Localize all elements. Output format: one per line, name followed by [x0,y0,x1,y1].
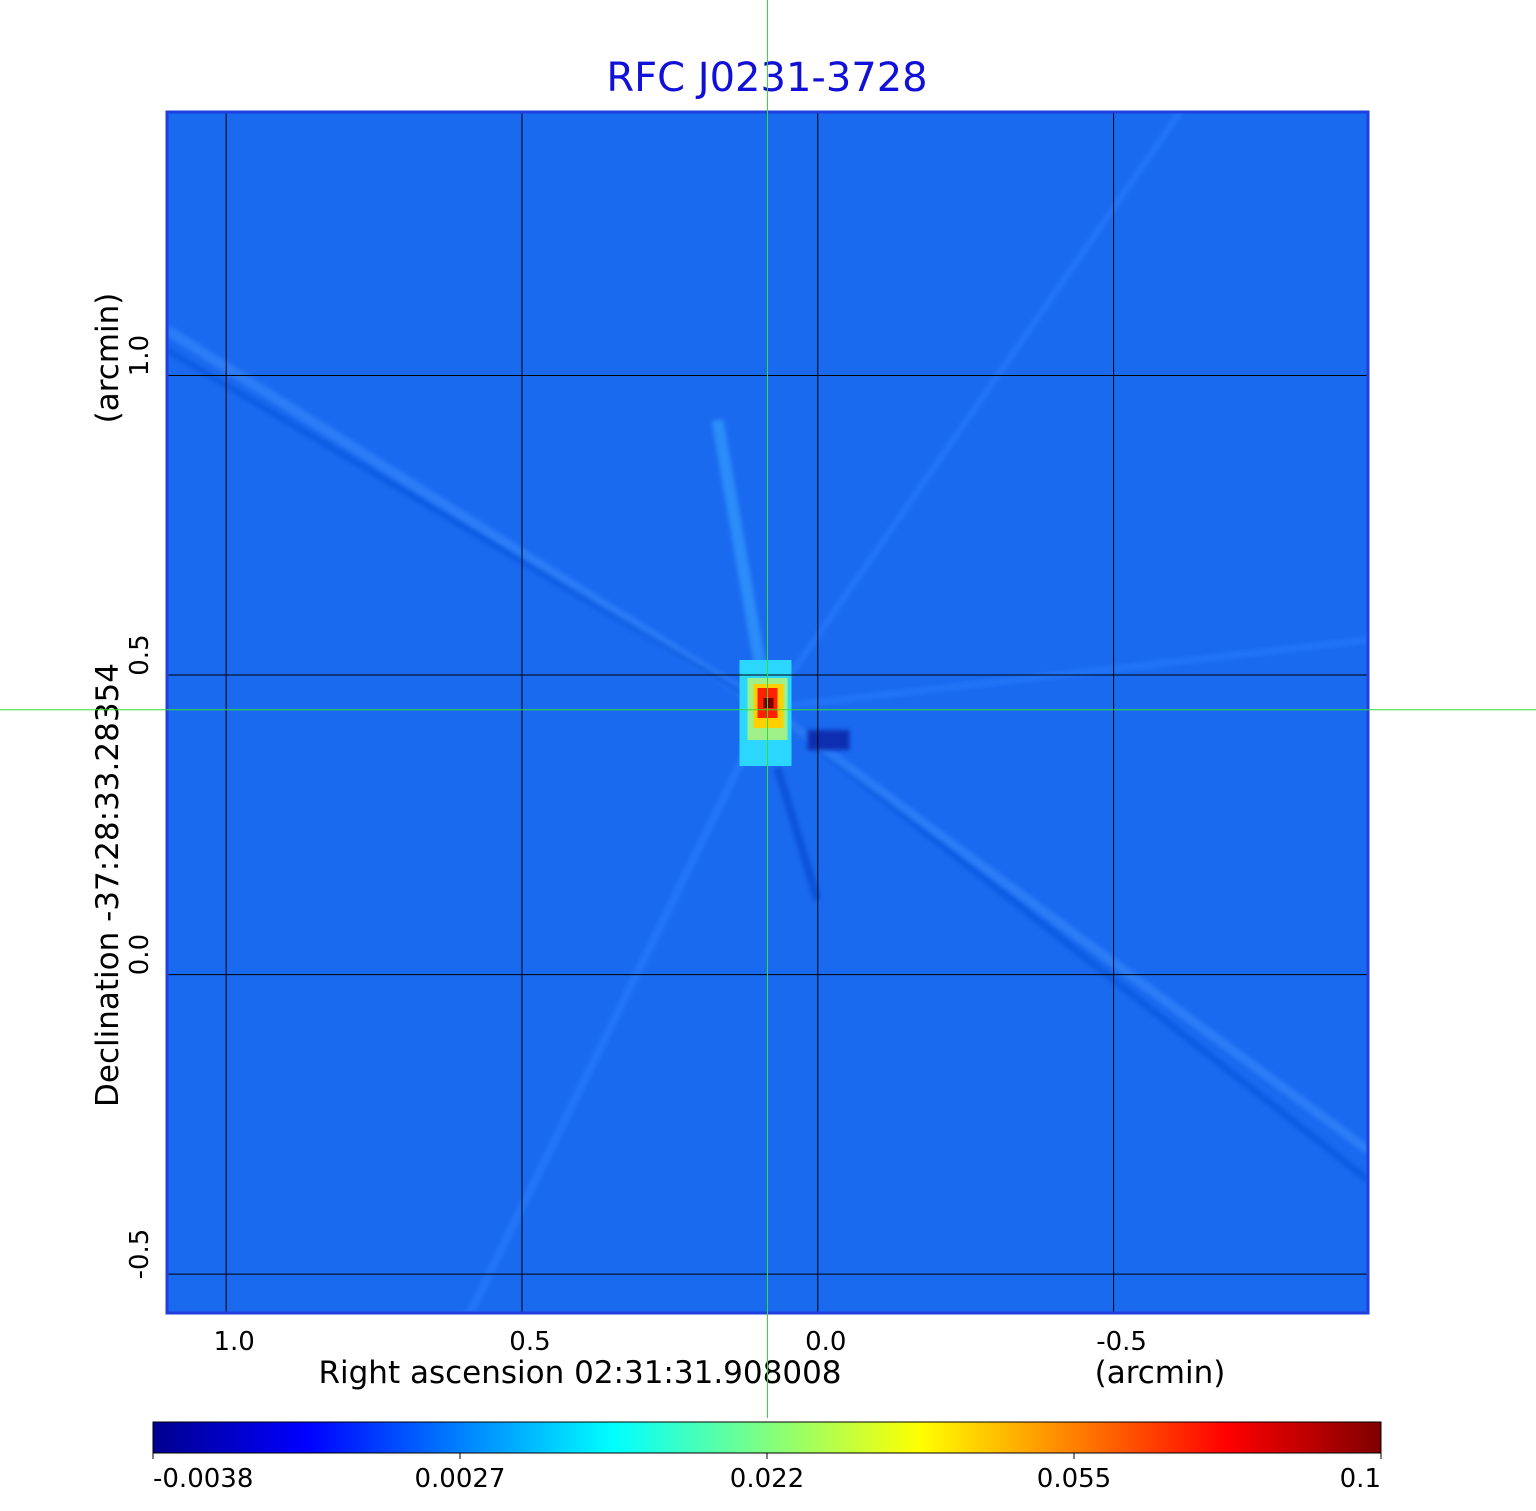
x-axis-label: Right ascension 02:31:31.908008 [318,1355,841,1391]
colorbar-tick-label: -0.0038 [153,1464,253,1494]
sidelobe-streak [711,418,774,710]
colorbar-tick-label: 0.0027 [415,1464,506,1494]
coordinate-grid [167,112,1368,1313]
negative-artifact [807,730,850,751]
x-tick-label: 0.0 [805,1327,846,1357]
sidelobe-streak [765,112,1183,710]
sidelobe-streak [764,704,1368,1154]
colorbar-tick-label: 0.022 [730,1464,804,1494]
crosshair [0,0,1536,1418]
source-peak-center [763,698,774,709]
x-tick-labels: 1.0 0.5 0.0 -0.5 [213,1327,1146,1357]
colorbar-tick-label: 0.055 [1037,1464,1111,1494]
y-tick-label: 0.5 [125,634,155,675]
y-axis-unit: (arcmin) [90,293,126,424]
x-axis-unit: (arcmin) [1095,1355,1226,1391]
sidelobe-streak [466,706,772,1313]
colorbar: -0.0038 0.0027 0.022 0.055 0.1 [152,1421,1382,1494]
x-tick-label: 1.0 [213,1327,254,1357]
colorbar-tick-label: 0.1 [1340,1464,1381,1494]
y-tick-label: -0.5 [125,1229,155,1280]
colorbar-bar [152,1421,1382,1454]
x-tick-label: -0.5 [1096,1327,1147,1357]
sidelobe-streak [767,637,1368,711]
y-axis-label: Declination -37:28:33.28354 [90,663,126,1107]
sidelobe-streak [167,347,770,711]
y-tick-label: 1.0 [125,335,155,376]
sidelobe-streak [773,766,822,902]
x-tick-label: 0.5 [509,1327,550,1357]
y-tick-label: 0.0 [125,934,155,975]
colorbar-ticks: -0.0038 0.0027 0.022 0.055 0.1 [152,1453,1382,1494]
y-tick-labels: 1.0 0.5 0.0 -0.5 [125,335,155,1280]
